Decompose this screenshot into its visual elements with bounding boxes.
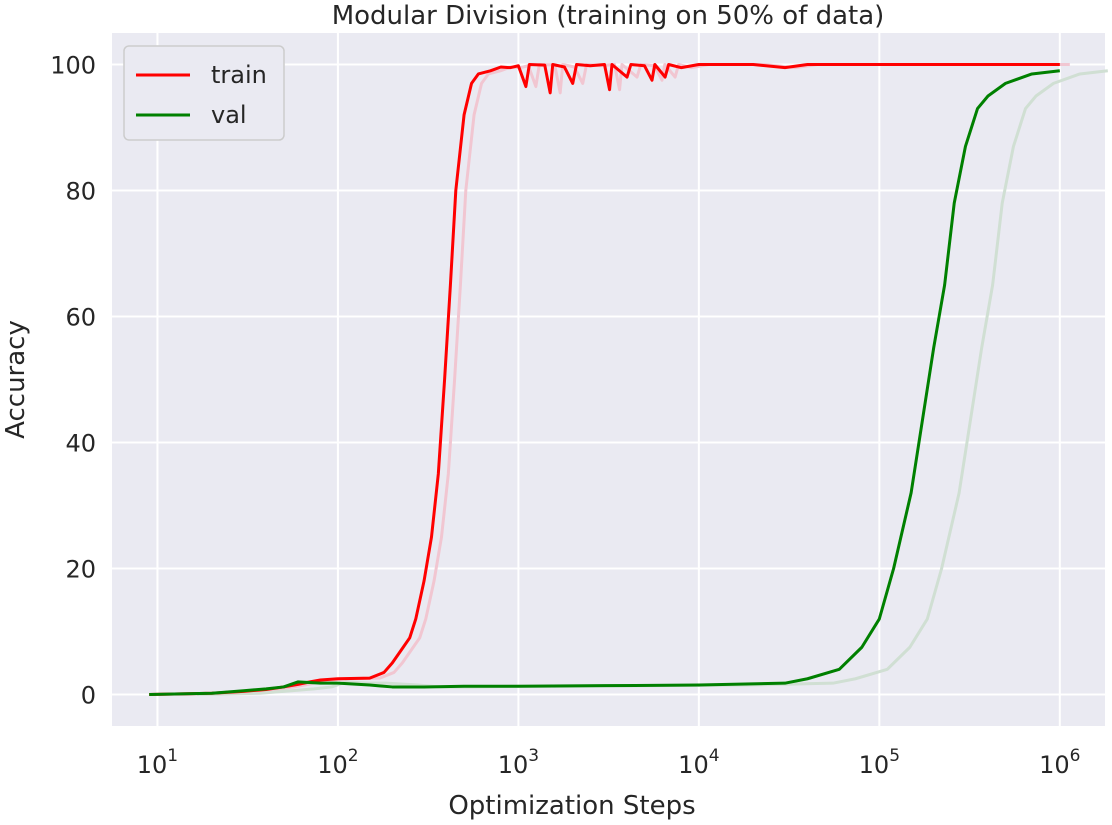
x-axis-label: Optimization Steps: [448, 791, 695, 821]
x-tick-label: 104: [678, 746, 719, 779]
x-axis-ticks: 101 102 103 104 105 106: [137, 746, 1081, 779]
y-tick-label: 20: [65, 556, 96, 584]
plot-area: [112, 33, 1105, 726]
x-tick-label: 102: [317, 746, 358, 779]
series-shadow-val: [197, 69, 1108, 696]
legend-label-val: val: [211, 101, 247, 129]
x-tick-label: 105: [859, 746, 900, 779]
y-axis-label: Accuracy: [1, 320, 31, 439]
y-axis-ticks: 0 20 40 60 80 100: [50, 52, 96, 710]
x-tick-label: 103: [498, 746, 539, 779]
x-tick-label: 106: [1039, 746, 1080, 779]
series-line-val: [149, 69, 1060, 696]
series-lines: [149, 63, 1060, 696]
series-line-train: [149, 63, 1060, 696]
chart-title: Modular Division (training on 50% of dat…: [332, 1, 885, 31]
legend: train val: [123, 45, 285, 141]
x-tick-label: 101: [137, 746, 178, 779]
y-tick-label: 40: [65, 430, 96, 458]
y-tick-label: 100: [50, 52, 96, 80]
y-tick-label: 0: [81, 682, 96, 710]
y-tick-label: 60: [65, 304, 96, 332]
legend-label-train: train: [211, 61, 267, 89]
y-tick-label: 80: [65, 178, 96, 206]
